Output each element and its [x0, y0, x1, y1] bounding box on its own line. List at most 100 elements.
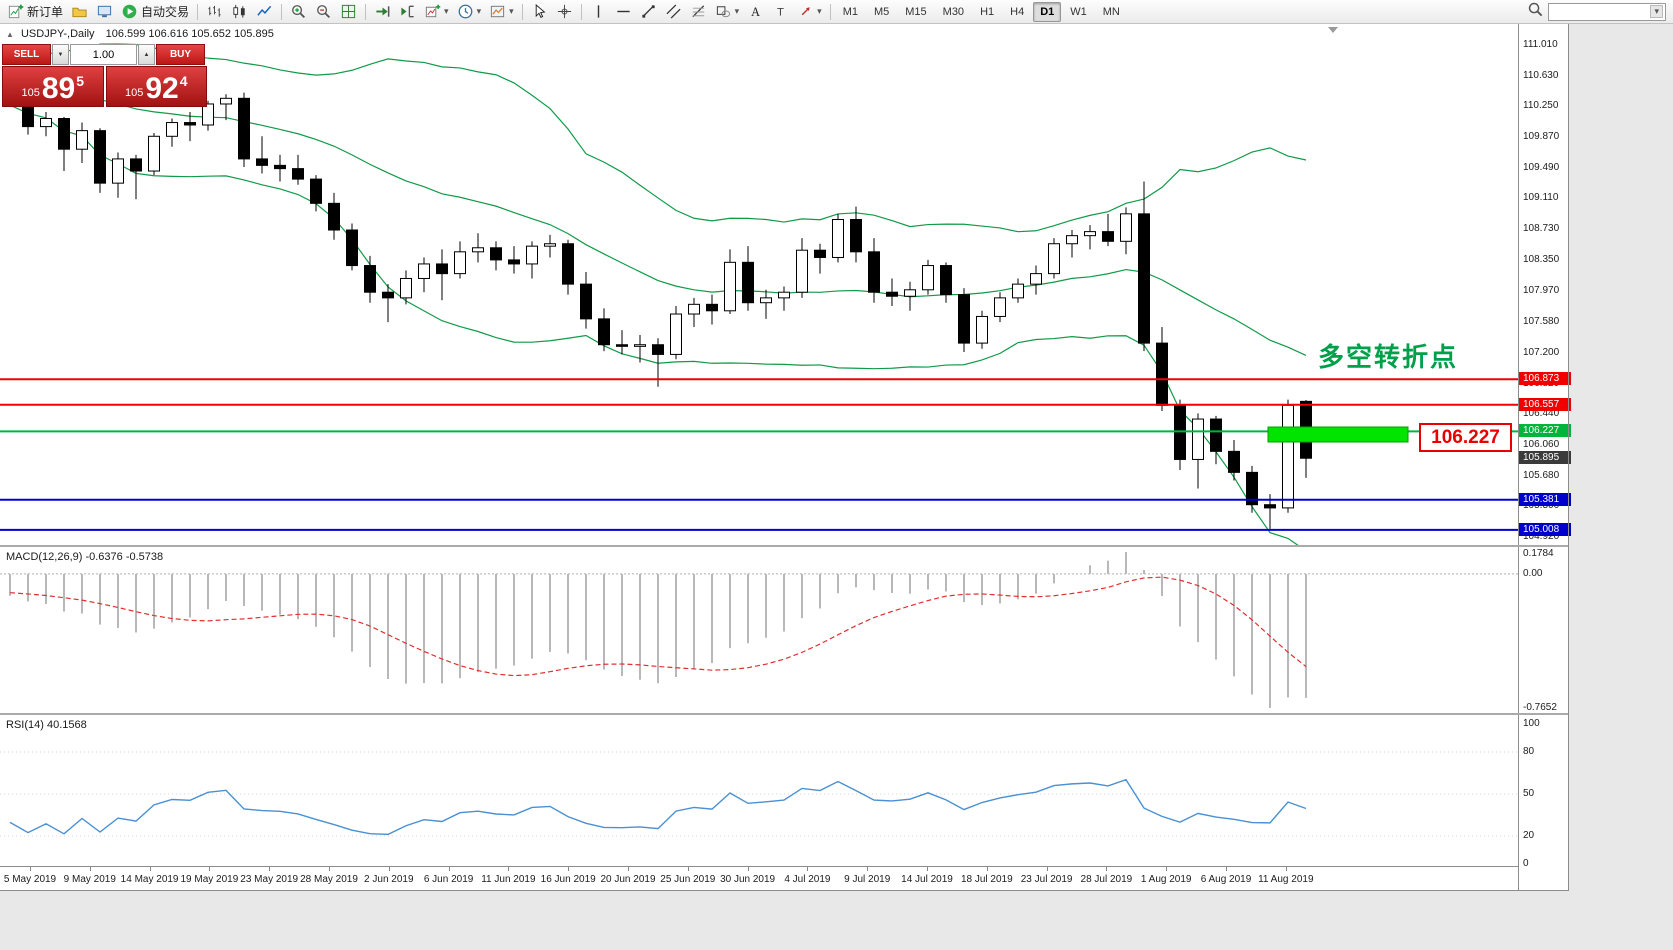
caret-down-icon: ▾	[509, 6, 514, 16]
time-axis-tick	[1046, 867, 1048, 871]
macd-axis-min: -0.7652	[1523, 702, 1557, 713]
new-chart-button[interactable]: ▾	[420, 1, 453, 22]
toolbar-separator	[281, 3, 283, 20]
timeframe-H1[interactable]: H1	[980, 5, 995, 18]
text-icon: A	[751, 5, 760, 19]
periods-button[interactable]: ▾	[453, 1, 486, 22]
bar-chart-icon	[208, 5, 221, 17]
new-order-icon	[8, 4, 24, 19]
time-axis-label: 23 Jul 2019	[1020, 874, 1073, 885]
market-watch-button[interactable]	[92, 1, 117, 22]
time-axis-label: 9 May 2019	[63, 874, 116, 885]
cursor-icon	[535, 4, 546, 18]
time-axis-tick	[628, 867, 629, 871]
time-axis-tick	[149, 867, 151, 871]
ohlc-values: 106.599 106.616 105.652 105.895	[105, 28, 274, 40]
arrow-icon	[801, 7, 810, 16]
arrows-tool-button[interactable]: ▾	[793, 1, 826, 22]
tile-windows-button[interactable]	[336, 1, 361, 22]
symbol-search-combobox[interactable]: ▾	[1548, 2, 1666, 21]
timeframe-H4[interactable]: H4	[1010, 5, 1025, 18]
price-axis[interactable]: 111.010 110.630 110.250 109.870 109.490 109.1…	[1518, 0, 1573, 890]
macd-indicator-label: MACD(12,26,9) -0.6376 -0.5738	[6, 551, 164, 563]
time-axis[interactable]: 5 May 2019 9 May 2019 14 May 2019 19 May 20…	[0, 866, 1518, 890]
one-click-trading-toggle-icon[interactable]: ▲	[6, 30, 14, 39]
time-axis-tick	[568, 867, 570, 871]
auto-trading-button[interactable]: 自动交易	[117, 1, 193, 22]
horizontal-line-tool-button[interactable]	[611, 1, 636, 22]
timeframe-MN[interactable]: MN	[1102, 5, 1120, 18]
sell-price-pips: 89	[41, 72, 76, 105]
auto-scroll-button[interactable]	[370, 1, 395, 22]
fibonacci-tool-button[interactable]	[686, 1, 711, 22]
toolbar-buttons: 新订单 自动交易 ▾ ▾ ▾ ▾ A T ▾ M1 M5 M15 M30 H1 H4 D1 W1 MN	[3, 0, 1128, 24]
chart-shift-button[interactable]	[395, 1, 420, 22]
channel-icon	[666, 4, 681, 19]
templates-button[interactable]: ▾	[485, 1, 518, 22]
hline-icon	[616, 10, 630, 13]
time-axis-label: 30 Jun 2019	[720, 874, 776, 885]
timeframe-D1[interactable]: D1	[1033, 1, 1062, 22]
volume-down-icon: ▼	[57, 51, 64, 58]
time-axis-label: 2 Jun 2019	[364, 874, 414, 885]
chart-shift-marker-icon[interactable]	[1328, 27, 1338, 33]
chart-annotation-text[interactable]: 多空转折点	[1318, 342, 1459, 372]
symbol-search-button[interactable]	[1527, 1, 1544, 23]
volume-input[interactable]	[70, 44, 137, 65]
window-border	[0, 890, 1569, 891]
panel-splitter[interactable]	[0, 713, 1568, 715]
timeframe-W1[interactable]: W1	[1070, 5, 1087, 18]
candlestick-mode-button[interactable]	[227, 1, 252, 22]
time-axis-label: 28 May 2019	[300, 874, 358, 885]
caret-down-icon: ▾	[817, 6, 822, 16]
toolbar-separator	[580, 3, 582, 20]
profile-icon	[72, 7, 87, 18]
template-icon	[490, 5, 505, 18]
bar-chart-mode-button[interactable]	[202, 1, 227, 22]
price-callout-label[interactable]: 106.227	[1419, 423, 1512, 452]
buy-price-display[interactable]: 105 92 4	[105, 66, 207, 107]
candlestick-series	[4, 82, 1312, 529]
zoom-out-button[interactable]	[311, 1, 336, 22]
chart-canvas[interactable]	[0, 24, 1518, 890]
timeframe-M30[interactable]: M30	[942, 5, 965, 18]
price-axis-label: 110.250	[1523, 100, 1559, 112]
crosshair-tool-button[interactable]	[552, 1, 577, 22]
label-tool-button[interactable]: T	[768, 1, 793, 22]
candlestick-icon	[233, 4, 245, 19]
timeframe-M1[interactable]: M1	[842, 5, 858, 18]
volume-down-button[interactable]: ▼	[52, 44, 69, 65]
time-axis-tick	[448, 867, 450, 871]
time-axis-label: 4 Jul 2019	[784, 874, 831, 885]
profiles-button[interactable]	[67, 1, 92, 22]
panel-splitter[interactable]	[0, 545, 1568, 547]
time-axis-tick	[508, 867, 510, 871]
time-axis-tick	[388, 867, 390, 871]
zoom-in-button[interactable]	[286, 1, 311, 22]
trendline-tool-button[interactable]	[636, 1, 661, 22]
price-axis-label: 106.440	[1523, 408, 1560, 420]
price-axis-label: 110.630	[1523, 69, 1559, 81]
time-axis-label: 19 May 2019	[180, 874, 239, 885]
text-tool-button[interactable]: A	[743, 1, 768, 22]
line-chart-mode-button[interactable]	[252, 1, 277, 22]
cursor-tool-button[interactable]	[527, 1, 552, 22]
timeframe-M5[interactable]: M5	[873, 5, 890, 18]
vertical-line-tool-button[interactable]	[586, 1, 611, 22]
svg-text:A: A	[751, 5, 760, 19]
new-order-button[interactable]: 新订单	[3, 1, 67, 22]
price-axis-label: 107.970	[1523, 284, 1560, 296]
combobox-caret-icon: ▾	[1650, 5, 1663, 18]
volume-up-button[interactable]: ▲	[138, 44, 155, 65]
channel-tool-button[interactable]	[661, 1, 686, 22]
shapes-tool-button[interactable]: ▾	[711, 1, 744, 22]
sell-button[interactable]: SELL	[2, 44, 51, 65]
timeframe-M15[interactable]: M15	[905, 5, 927, 18]
buy-button[interactable]: BUY	[156, 44, 205, 65]
highlight-rectangle[interactable]	[1267, 426, 1409, 443]
new-chart-icon	[425, 4, 441, 18]
macd-axis-max: 0.1784	[1523, 548, 1554, 559]
sell-price-display[interactable]: 105 89 5	[2, 66, 104, 107]
bollinger-lower-band	[9, 104, 1299, 545]
